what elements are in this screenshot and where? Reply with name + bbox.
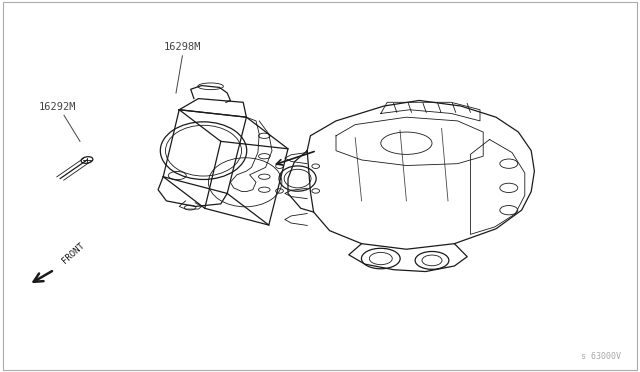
Text: 16298M: 16298M <box>164 42 201 52</box>
Text: 16292M: 16292M <box>39 102 76 112</box>
Text: FRONT: FRONT <box>61 241 87 266</box>
Text: s 63000V: s 63000V <box>581 352 621 361</box>
